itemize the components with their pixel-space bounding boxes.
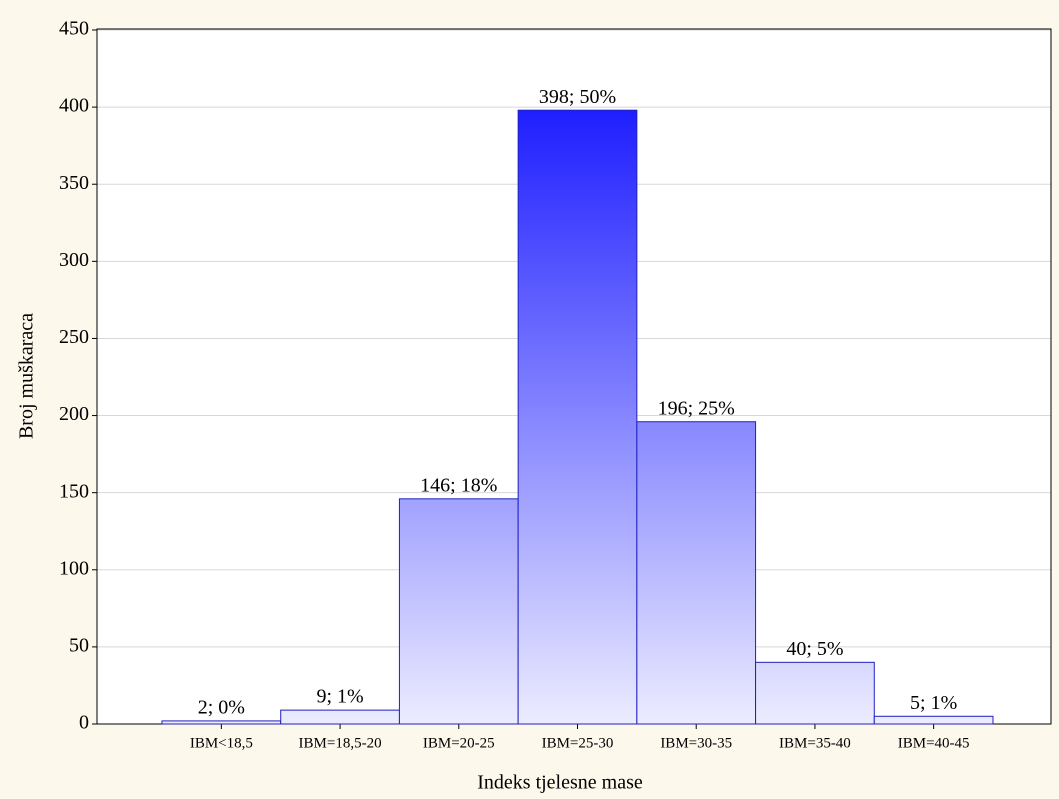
bar <box>873 715 994 725</box>
bar <box>280 709 400 725</box>
bar <box>161 720 282 725</box>
x-tick-label: IBM=30-35 <box>660 735 732 751</box>
y-tick-label: 50 <box>69 634 89 656</box>
value-label: 40; 5% <box>786 638 843 660</box>
x-tick-label: IBM=18,5-20 <box>299 735 382 751</box>
bar <box>755 661 875 725</box>
value-label: 196; 25% <box>658 397 735 419</box>
y-tick-label: 150 <box>59 480 89 502</box>
y-tick-label: 250 <box>59 326 89 348</box>
x-tick-label: IBM=40-45 <box>898 735 970 751</box>
value-label: 5; 1% <box>910 692 957 714</box>
y-tick-label: 450 <box>59 18 89 40</box>
y-tick-label: 200 <box>59 403 89 425</box>
y-tick-label: 300 <box>59 249 89 271</box>
x-axis-label: Indeks tjelesne mase <box>477 772 643 794</box>
value-label: 9; 1% <box>316 686 363 708</box>
bar <box>398 498 519 725</box>
y-tick-label: 400 <box>59 95 89 117</box>
y-tick-label: 100 <box>59 557 89 579</box>
value-label: 2; 0% <box>198 697 245 719</box>
y-tick-label: 350 <box>59 172 89 194</box>
value-label: 398; 50% <box>539 86 616 108</box>
x-tick-label: IBM<18,5 <box>190 735 253 751</box>
y-axis-label: Broj muškaraca <box>16 313 38 439</box>
bar <box>636 421 757 725</box>
x-tick-label: IBM=20-25 <box>423 735 495 751</box>
x-tick-label: IBM=25-30 <box>542 735 614 751</box>
y-tick-label: 0 <box>79 712 89 734</box>
bar <box>517 109 638 725</box>
x-tick-label: IBM=35-40 <box>779 735 851 751</box>
value-label: 146; 18% <box>420 474 497 496</box>
